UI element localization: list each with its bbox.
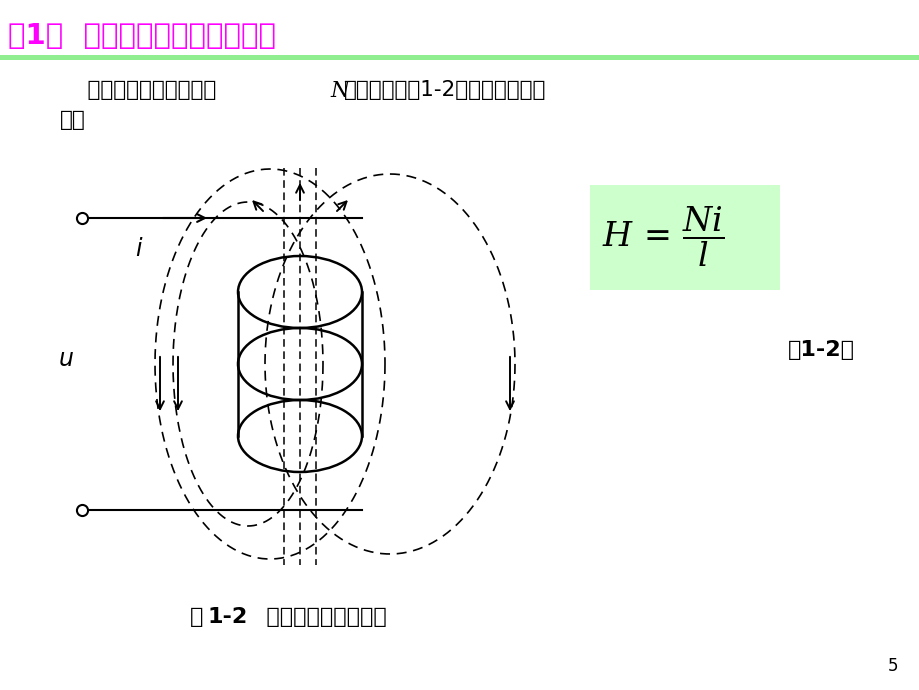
Text: N: N [330, 80, 348, 102]
Text: $u$: $u$ [58, 348, 74, 371]
Text: 如果载流导体是匝数为: 如果载流导体是匝数为 [60, 80, 216, 100]
Text: （1-2）: （1-2） [788, 340, 854, 360]
Text: 第1章  电磁感应原理与磁路分析: 第1章 电磁感应原理与磁路分析 [8, 22, 276, 50]
Text: $H\,=\,\dfrac{Ni}{l}$: $H\,=\,\dfrac{Ni}{l}$ [601, 205, 724, 269]
Text: 示为: 示为 [60, 110, 85, 130]
Bar [0, 55, 919, 60]
Text: 的线圈（如图1-2），则上式可表: 的线圈（如图1-2），则上式可表 [344, 80, 546, 100]
Text: 5: 5 [887, 657, 897, 675]
Text: $i$: $i$ [135, 238, 143, 261]
Text: 通电线圈产生的磁场: 通电线圈产生的磁场 [244, 607, 386, 627]
Text: 图: 图 [190, 607, 203, 627]
Bar [589, 185, 779, 290]
Text: 1-2: 1-2 [208, 607, 248, 627]
